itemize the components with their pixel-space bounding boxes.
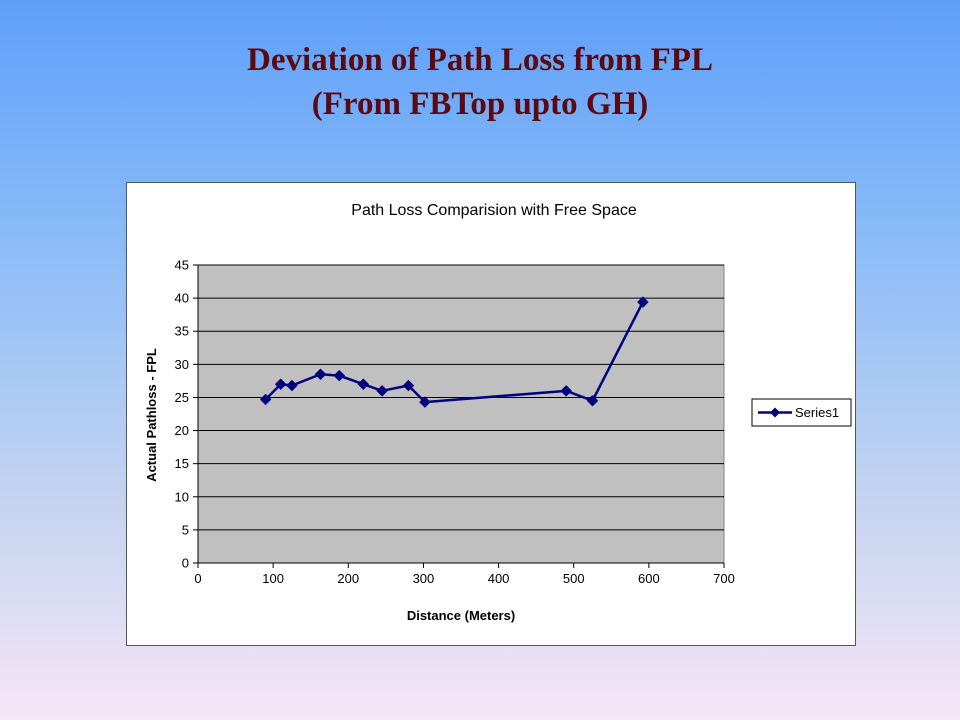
data-point-marker (259, 393, 272, 406)
x-tick-label: 100 (262, 571, 284, 586)
x-tick-label: 600 (638, 571, 660, 586)
x-tick-label: 200 (337, 571, 359, 586)
data-point-marker (376, 384, 388, 397)
data-point-marker (274, 378, 287, 391)
data-point-marker (586, 394, 599, 407)
y-tick-label: 10 (175, 489, 189, 504)
line-chart: Path Loss Comparision with Free Space 0 5… (144, 202, 852, 623)
chart-title: Path Loss Comparision with Free Space (351, 202, 637, 219)
y-tick-label: 15 (175, 456, 189, 471)
data-point-marker (333, 369, 346, 382)
y-tick-label: 20 (175, 423, 189, 438)
plot-area: 0 5 10 15 20 25 30 35 40 45 0 100 200 300 400 500 600 700 (175, 258, 735, 587)
chart-frame: Path Loss Comparision with Free Space 0 5… (126, 182, 856, 646)
y-tick-label: 0 (182, 556, 189, 571)
legend-marker (770, 407, 780, 418)
plot-background (197, 264, 725, 564)
y-tick-label: 30 (175, 357, 189, 372)
y-tick-label: 5 (182, 522, 189, 537)
x-tick-label: 300 (413, 571, 435, 586)
x-axis-label: Distance (Meters) (407, 608, 515, 623)
x-tick-label: 400 (488, 571, 510, 586)
data-point-marker (419, 396, 431, 408)
legend: Series1 (751, 398, 852, 427)
y-tick-label: 45 (175, 258, 189, 273)
data-point-marker (314, 368, 327, 381)
x-tick-label: 0 (194, 571, 201, 586)
legend-label: Series1 (795, 405, 839, 420)
x-tick-label: 700 (713, 571, 735, 586)
slide-title: Deviation of Path Loss from FPL (From FB… (0, 38, 960, 126)
data-point-marker (636, 296, 649, 308)
data-point-marker (357, 378, 370, 391)
x-tick-label: 500 (563, 571, 585, 586)
data-point-marker (286, 379, 298, 392)
data-point-marker (402, 379, 415, 392)
data-point-marker (560, 384, 573, 397)
slide-title-line-1: Deviation of Path Loss from FPL (247, 42, 713, 78)
y-tick-label: 40 (175, 291, 189, 306)
y-tick-label: 35 (175, 324, 189, 339)
y-axis-label: Actual Pathloss - FPL (144, 348, 159, 482)
y-tick-label: 25 (175, 390, 189, 405)
slide-title-line-2: (From FBTop upto GH) (311, 86, 649, 122)
